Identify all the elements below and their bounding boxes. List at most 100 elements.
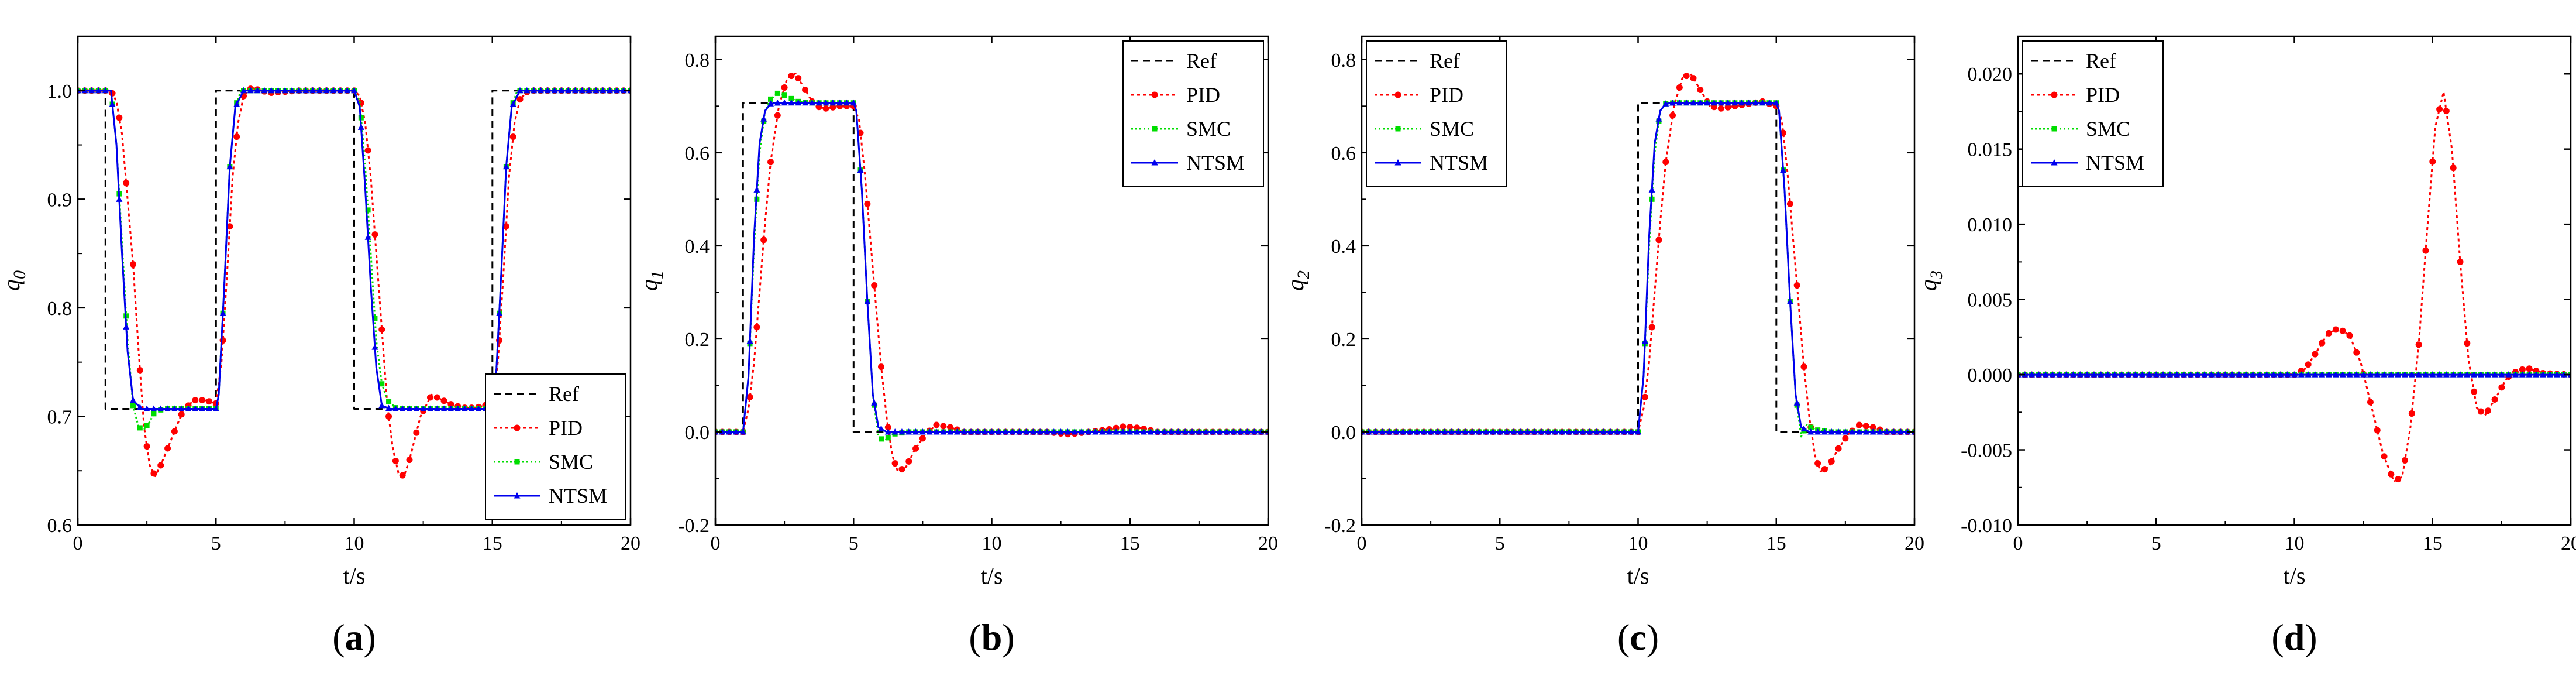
- series-pid-marker: [2457, 258, 2464, 265]
- series-ntsm-marker: [2477, 371, 2484, 378]
- series-ntsm-marker: [1510, 428, 1517, 435]
- series-ntsm-marker: [2139, 371, 2146, 378]
- series-ntsm-marker: [130, 396, 136, 403]
- series-ntsm-marker: [2367, 371, 2374, 378]
- series-pid-marker: [1641, 393, 1648, 400]
- y-tick-label: 0.8: [1331, 50, 1356, 71]
- series-ntsm-marker: [905, 428, 912, 435]
- series-pid-marker: [781, 84, 788, 91]
- series-ntsm-marker: [898, 428, 905, 435]
- y-axis-title-sub: 1: [648, 270, 667, 279]
- series-pid-marker: [864, 200, 871, 207]
- y-tick-label: 0.2: [685, 329, 710, 351]
- series-pid-marker: [2319, 340, 2326, 347]
- series-ntsm-marker: [1009, 428, 1016, 435]
- x-tick-label: 15: [483, 533, 502, 554]
- series-pid-marker: [1655, 236, 1662, 244]
- series-ntsm-marker: [871, 399, 878, 406]
- series-ntsm-marker: [378, 402, 385, 409]
- x-tick-label: 20: [2561, 533, 2576, 554]
- panel-caption: (b): [969, 616, 1014, 658]
- series-ntsm-marker: [1489, 428, 1496, 435]
- series-pid-marker: [891, 460, 898, 467]
- series-ntsm-marker: [1182, 428, 1189, 435]
- caption-letter: a: [345, 616, 364, 658]
- series-pid-marker: [2450, 164, 2457, 172]
- series-ntsm-marker: [815, 99, 822, 106]
- y-tick-label: 0.4: [1331, 236, 1356, 258]
- series-ntsm-marker: [1427, 428, 1434, 435]
- series-ntsm-marker: [2263, 371, 2270, 378]
- series-pid-marker: [2326, 330, 2333, 337]
- series-ntsm-marker: [406, 405, 413, 411]
- series-pid-marker: [919, 435, 926, 442]
- series-ntsm-marker: [2291, 371, 2298, 378]
- series-ntsm-marker: [933, 428, 940, 435]
- series-pid-marker: [940, 423, 947, 430]
- series-pid-marker: [2381, 453, 2388, 460]
- series-ntsm-marker: [1745, 99, 1752, 106]
- series-pid-marker: [1683, 73, 1690, 80]
- series-ntsm-marker: [593, 87, 600, 94]
- series-ntsm-marker: [1786, 298, 1793, 304]
- series-pid-marker: [774, 112, 781, 119]
- series-ntsm-marker: [1676, 99, 1683, 106]
- series-ntsm-marker: [1621, 428, 1628, 435]
- series-pid-marker: [2519, 366, 2526, 373]
- series-ntsm-marker: [281, 87, 288, 94]
- x-tick-label: 10: [2285, 533, 2305, 554]
- series-ntsm-marker: [2395, 371, 2402, 378]
- series-ntsm-marker: [878, 425, 884, 432]
- series-ntsm-marker: [275, 87, 282, 94]
- series-ntsm-marker: [1524, 428, 1531, 435]
- series-ntsm-marker: [136, 403, 143, 410]
- series-ntsm-marker: [1731, 99, 1738, 106]
- series-pid-marker: [433, 394, 440, 401]
- series-ntsm-marker: [1697, 99, 1704, 106]
- series-ntsm-marker: [2076, 371, 2083, 378]
- series-ntsm-marker: [1372, 428, 1379, 435]
- x-axis-title: t/s: [1627, 563, 1649, 589]
- series-pid-marker: [795, 75, 802, 82]
- series-smc-marker: [879, 436, 884, 442]
- series-pid-marker: [878, 363, 884, 371]
- y-tick-label: -0.2: [1324, 515, 1356, 537]
- legend-marker-pid: [2051, 91, 2058, 98]
- x-tick-label: 10: [345, 533, 364, 554]
- series-pid-marker: [205, 398, 212, 405]
- series-pid-marker: [912, 445, 919, 452]
- series-ntsm-marker: [247, 87, 254, 94]
- series-ntsm-marker: [1379, 428, 1386, 435]
- series-pid-marker: [406, 457, 413, 464]
- series-smc-marker: [379, 381, 385, 387]
- y-tick-label: 0.015: [1968, 139, 2013, 161]
- series-pid-marker: [2346, 332, 2353, 339]
- series-ntsm-marker: [1586, 428, 1593, 435]
- series-ntsm-marker: [1607, 428, 1614, 435]
- series-ntsm-marker: [1496, 428, 1503, 435]
- series-ntsm-marker: [447, 405, 454, 411]
- legend-label-ntsm: NTSM: [1430, 151, 1488, 174]
- series-pid-marker: [426, 394, 433, 401]
- y-axis-title-sub: 3: [1927, 270, 1946, 280]
- series-pid-marker: [2374, 427, 2381, 434]
- x-tick-label: 0: [73, 533, 83, 554]
- series-ntsm-marker: [1071, 428, 1078, 435]
- series-ntsm-marker: [2346, 371, 2353, 378]
- y-axis-title-sub: 2: [1294, 270, 1313, 279]
- plot-area: [715, 73, 1268, 473]
- x-tick-label: 15: [1120, 533, 1140, 554]
- y-tick-label: -0.2: [678, 515, 710, 537]
- series-ntsm-marker: [1434, 428, 1441, 435]
- plot-area: [2018, 91, 2571, 483]
- legend: Ref PID SMC NTSM: [485, 373, 626, 520]
- series-ntsm-marker: [123, 323, 130, 330]
- series-ntsm-marker: [2029, 371, 2036, 378]
- series-ntsm-marker: [1134, 428, 1141, 435]
- series-ntsm-marker: [2339, 371, 2346, 378]
- series-ntsm-marker: [982, 428, 989, 435]
- series-pid-marker: [171, 428, 178, 435]
- y-axis-title: q1: [636, 270, 667, 291]
- series-ntsm-marker: [1230, 428, 1237, 435]
- series-ntsm-marker: [1044, 428, 1051, 435]
